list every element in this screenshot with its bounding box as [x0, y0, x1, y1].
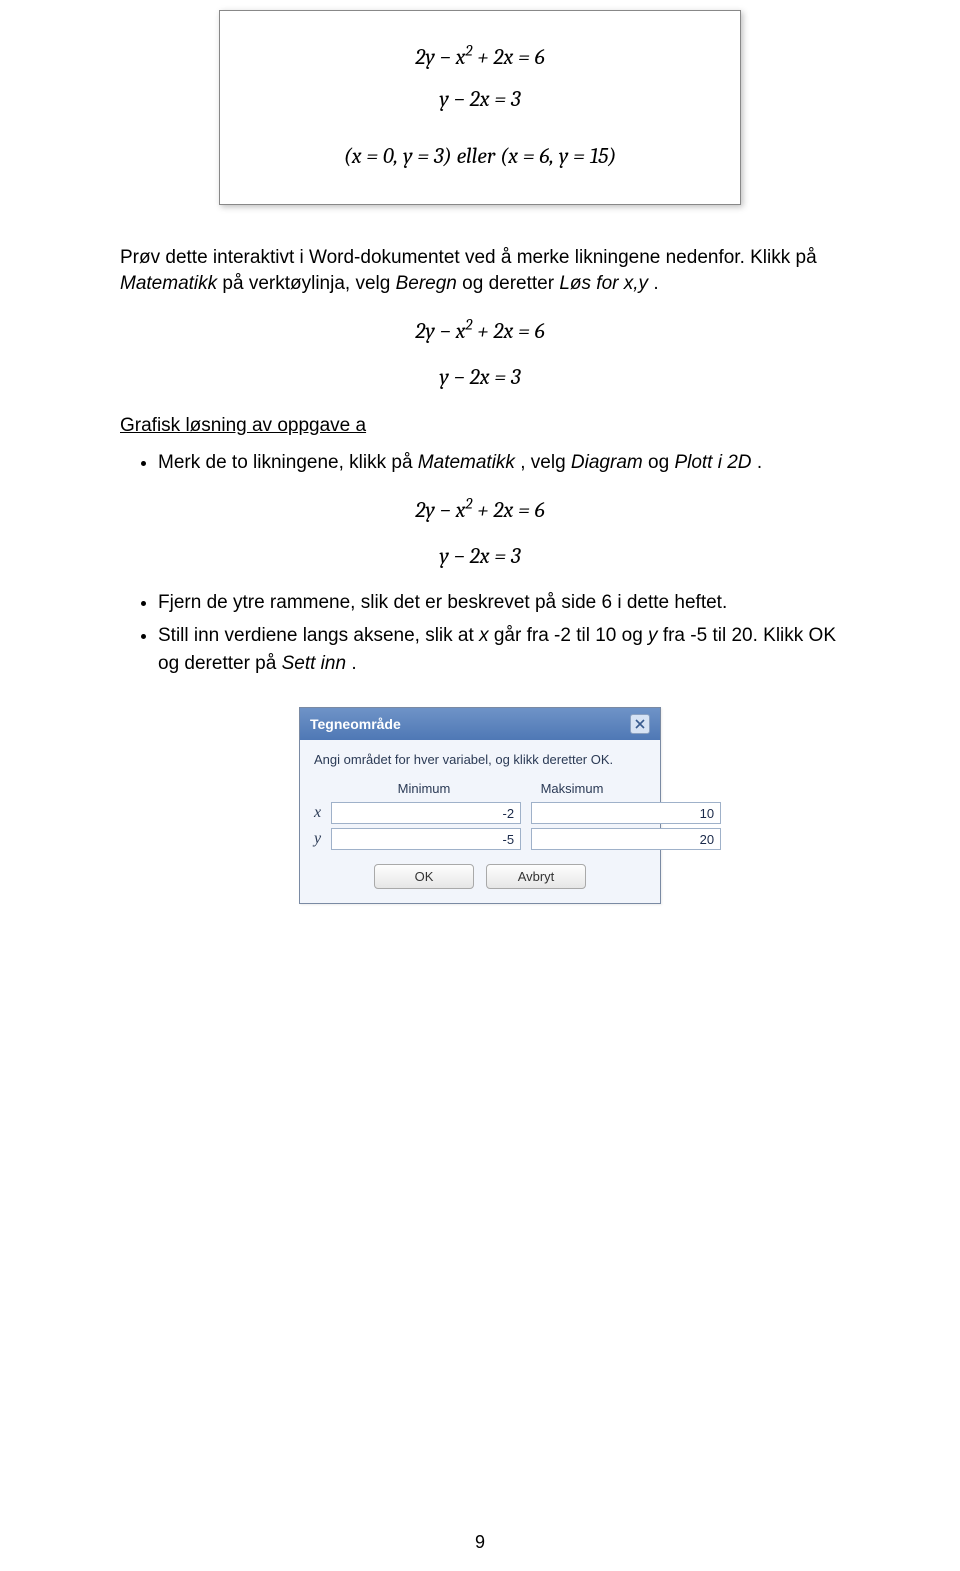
input-row-x: x	[314, 802, 646, 824]
dialog-column-labels: Minimum Maksimum	[314, 781, 646, 796]
ok-button[interactable]: OK	[374, 864, 474, 889]
bullet-a-1: Merk de to likningene, klikk på Matemati…	[158, 449, 840, 477]
page-number: 9	[0, 1532, 960, 1553]
bullet-b-2-sett: Sett inn	[282, 653, 346, 674]
dialog-instruction: Angi området for hver variabel, og klikk…	[314, 752, 646, 769]
y-max-input[interactable]	[531, 828, 721, 850]
dialog-button-row: OK Avbryt	[314, 864, 646, 889]
bullet-a-1-plott: Plott i 2D	[674, 452, 751, 473]
bullet-b-2-y: y	[648, 625, 658, 646]
dialog-titlebar: Tegneområde	[300, 708, 660, 740]
eq-line-2: y − 2x = 3	[280, 80, 680, 120]
bullet-a-1-mat: Matematikk	[418, 452, 515, 473]
bullet-b-2: Still inn verdiene langs aksene, slik at…	[158, 622, 840, 677]
eq-line-1: 2y − x2 + 2x = 6	[280, 38, 680, 78]
intro-beregn: Beregn	[396, 273, 457, 294]
bullet-b-2-text1: Still inn verdiene langs aksene, slik at	[158, 625, 479, 646]
x-variable-label: x	[314, 804, 321, 822]
center-eq-2a: 2y − x2 + 2x = 6	[120, 497, 840, 523]
input-row-y: y	[314, 828, 646, 850]
center-eq-2b: y − 2x = 3	[120, 543, 840, 569]
intro-mathematikk: Matematikk	[120, 273, 217, 294]
bullet-a-1-text3: og	[648, 452, 674, 473]
cancel-button[interactable]: Avbryt	[486, 864, 586, 889]
intro-paragraph: Prøv dette interaktivt i Word-dokumentet…	[120, 245, 840, 298]
bullet-a-1-text4: .	[757, 452, 762, 473]
intro-text-2: på verktøylinja, velg	[222, 273, 395, 294]
dialog-title-text: Tegneområde	[310, 716, 401, 732]
minimum-label: Minimum	[350, 781, 498, 796]
bullet-a-1-text2: , velg	[520, 452, 571, 473]
x-min-input[interactable]	[331, 802, 521, 824]
bullet-b-2-x: x	[479, 625, 489, 646]
intro-los: Løs for x,y	[559, 273, 648, 294]
bullet-a-1-text1: Merk de to likningene, klikk på	[158, 452, 418, 473]
equation-result-box: 2y − x2 + 2x = 6 y − 2x = 3 (x = 0, y = …	[219, 10, 741, 205]
bullet-list-b: Fjern de ytre rammene, slik det er beskr…	[120, 589, 840, 678]
y-variable-label: y	[314, 830, 321, 848]
center-eq-1b: y − 2x = 3	[120, 364, 840, 390]
bullet-b-2-text4: .	[351, 653, 356, 674]
x-max-input[interactable]	[531, 802, 721, 824]
maximum-label: Maksimum	[498, 781, 646, 796]
bullet-a-1-diag: Diagram	[571, 452, 643, 473]
center-eq-1a: 2y − x2 + 2x = 6	[120, 318, 840, 344]
bullet-list-a: Merk de to likningene, klikk på Matemati…	[120, 449, 840, 477]
intro-text-4: .	[653, 273, 658, 294]
section-heading-a: Grafisk løsning av oppgave a	[120, 415, 840, 437]
intro-text-1: Prøv dette interaktivt i Word-dokumentet…	[120, 247, 817, 268]
bullet-b-1: Fjern de ytre rammene, slik det er beskr…	[158, 589, 840, 617]
close-icon[interactable]	[630, 714, 650, 734]
intro-text-3: og deretter	[462, 273, 559, 294]
dialog-tegneomrade: Tegneområde Angi området for hver variab…	[299, 707, 661, 904]
bullet-b-2-text2: går fra -2 til 10 og	[494, 625, 648, 646]
dialog-body: Angi området for hver variabel, og klikk…	[300, 740, 660, 903]
y-min-input[interactable]	[331, 828, 521, 850]
eq-solution: (x = 0, y = 3) eller (x = 6, y = 15)	[280, 137, 680, 177]
